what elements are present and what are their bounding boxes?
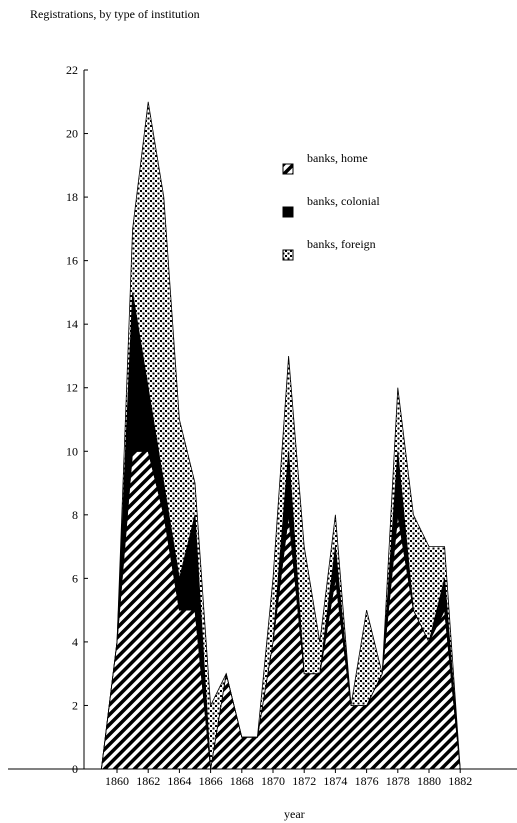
y-tick-label: 16 (66, 254, 78, 268)
x-axis-label: year (284, 807, 305, 821)
x-tick-label: 1860 (105, 774, 129, 788)
legend-label-0: banks, home (307, 151, 368, 165)
y-tick-label: 18 (66, 190, 78, 204)
x-tick-label: 1882 (448, 774, 472, 788)
x-tick-label: 1864 (167, 774, 191, 788)
y-tick-label: 2 (72, 698, 78, 712)
x-tick-label: 1866 (199, 774, 223, 788)
y-tick-label: 6 (72, 571, 78, 585)
y-tick-label: 14 (66, 317, 78, 331)
y-tick-label: 20 (66, 127, 78, 141)
x-tick-label: 1868 (230, 774, 254, 788)
y-tick-label: 4 (72, 635, 78, 649)
legend: banks, home banks, colonial banks, foreign (282, 151, 380, 261)
x-tick-label: 1876 (355, 774, 379, 788)
legend-label-1: banks, colonial (307, 194, 380, 208)
x-tick-label: 1878 (386, 774, 410, 788)
y-tick-label: 12 (66, 381, 78, 395)
chart-title: Registrations, by type of institution (30, 7, 200, 21)
y-tick-label: 22 (66, 63, 78, 77)
x-tick-label: 1874 (323, 774, 347, 788)
legend-swatch-2 (282, 249, 294, 261)
y-tick-label: 8 (72, 508, 78, 522)
y-tick-label: 0 (72, 762, 78, 776)
x-tick-label: 1880 (417, 774, 441, 788)
legend-swatch-1 (282, 206, 294, 218)
x-tick-label: 1862 (136, 774, 160, 788)
x-tick-label: 1872 (292, 774, 316, 788)
legend-label-2: banks, foreign (307, 237, 376, 251)
y-tick-label: 10 (66, 444, 78, 458)
areas-layer (100, 101, 461, 770)
legend-swatch-0 (282, 163, 294, 175)
x-tick-label: 1870 (261, 774, 285, 788)
axes-layer: 0 2 4 6 8 10 12 14 16 18 20 22 1860 1862 1864 1866 1868 1… (8, 63, 517, 788)
